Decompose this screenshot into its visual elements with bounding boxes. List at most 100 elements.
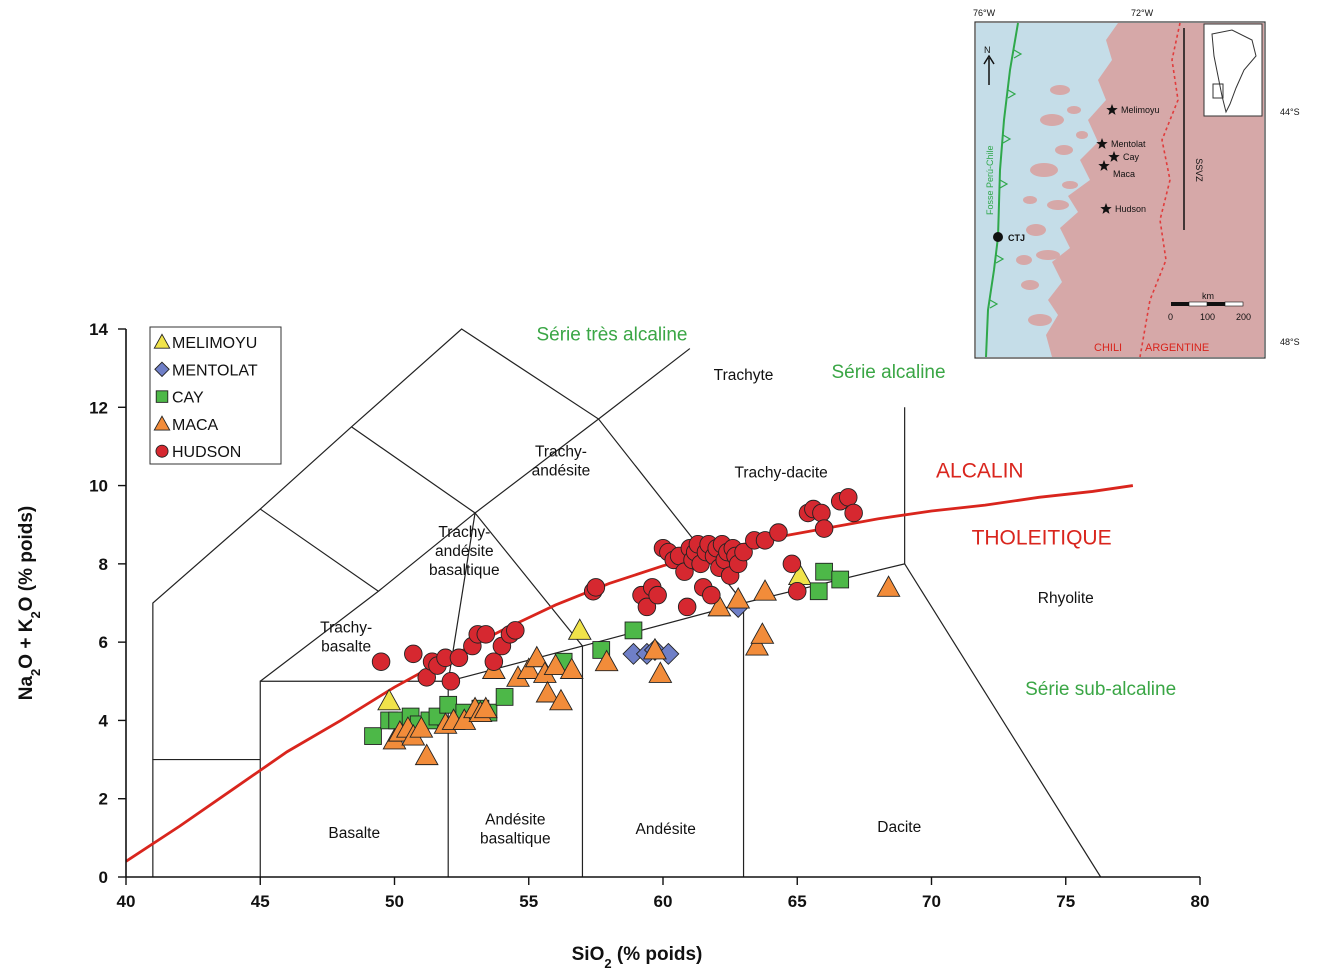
island-7 xyxy=(1021,280,1039,290)
field-label-1: Andésite basaltique xyxy=(480,811,551,847)
inset-map: SSVZ N Fosse Perú-Chile Melimoyu Mentolat… xyxy=(973,8,1300,359)
trench-tooth-1 xyxy=(1007,89,1017,99)
island-13 xyxy=(1016,255,1032,265)
map-frame xyxy=(974,21,1266,359)
rock-field-labels: Basalte Andésite basaltique Andésite Dacite R… xyxy=(320,367,1094,848)
hudson-point-49 xyxy=(769,523,788,542)
y-tick-label-4: 4 xyxy=(99,711,109,730)
hudson-point-11 xyxy=(484,652,504,671)
maca-point-24 xyxy=(707,594,732,617)
scale-bar: km 0 100 200 xyxy=(1168,291,1251,322)
legend-label-melimoyu: MELIMOYU xyxy=(172,335,257,352)
legend-marker-hudson xyxy=(155,444,169,458)
y-tick-label-0: 0 xyxy=(99,868,108,887)
melimoyu-point-1 xyxy=(567,618,592,640)
cay-point-0 xyxy=(364,727,382,745)
south-america-outline xyxy=(1211,29,1257,114)
series-label-1: Série alcaline xyxy=(832,362,946,383)
tas-boundary-8 xyxy=(598,348,691,420)
field-label-4: Rhyolite xyxy=(1038,590,1094,607)
hudson-point-51 xyxy=(788,582,807,601)
field-label-9: Trachyte xyxy=(714,367,774,384)
volcano-markers: Melimoyu Mentolat Cay Maca Hudson xyxy=(1096,104,1160,214)
y-tick-label-2: 2 xyxy=(99,790,108,809)
cay-point-11 xyxy=(495,688,514,706)
y-tick-label-6: 6 xyxy=(99,633,108,652)
legend-marker-melimoyu xyxy=(153,333,171,349)
legend: MELIMOYU MENTOLAT CAY MACA HUDSON xyxy=(149,326,282,465)
x-tick-label-50: 50 xyxy=(385,892,404,911)
volcano-star-melimoyu xyxy=(1106,104,1118,115)
hudson-point-16 xyxy=(586,578,606,597)
island-3 xyxy=(1030,163,1058,177)
field-label-7: Trachy-andésite xyxy=(532,444,591,480)
volcano-label-maca: Maca xyxy=(1113,169,1135,179)
maca-point-5 xyxy=(414,743,439,766)
hudson-point-18 xyxy=(637,597,657,617)
data-points xyxy=(364,488,901,766)
maca-point-20 xyxy=(559,657,584,679)
cay-point-14 xyxy=(624,621,643,640)
volcano-star-mentolat xyxy=(1096,138,1108,149)
trench-tooth-2 xyxy=(1002,134,1012,144)
volcano-star-cay xyxy=(1108,151,1120,162)
hudson-point-0 xyxy=(371,652,391,671)
maca-point-4 xyxy=(409,716,434,738)
island-1 xyxy=(1040,114,1064,126)
series-label-0: Série très alcaline xyxy=(536,325,687,346)
maca-point-15 xyxy=(524,645,549,668)
scale-tick-200: 200 xyxy=(1236,312,1251,322)
island-6 xyxy=(1036,250,1060,260)
island-12 xyxy=(1023,196,1037,204)
maca-point-8 xyxy=(452,708,477,730)
scale-tick-100: 100 xyxy=(1200,312,1215,322)
series-label-2: Série sub-alcaline xyxy=(1025,679,1176,700)
maca-point-22 xyxy=(642,637,667,660)
island-9 xyxy=(1067,106,1081,114)
divider-label-1: THOLEITIQUE xyxy=(972,526,1112,549)
lon-72: 72°W xyxy=(1131,8,1154,18)
study-area-box xyxy=(1212,83,1224,99)
island-8 xyxy=(1028,314,1052,326)
y-tick-label-12: 12 xyxy=(89,398,108,417)
island-5 xyxy=(1026,224,1046,236)
island-4 xyxy=(1047,200,1069,210)
hudson-point-58 xyxy=(844,503,863,523)
tas-boundary-9 xyxy=(904,563,1102,878)
maca-point-11 xyxy=(473,696,498,719)
hudson-point-20 xyxy=(648,585,667,605)
lat-48: 48°S xyxy=(1280,337,1300,347)
hudson-point-57 xyxy=(839,488,858,507)
hudson-point-6 xyxy=(441,672,461,691)
y-tick-label-14: 14 xyxy=(89,320,108,339)
volcano-label-melimoyu: Melimoyu xyxy=(1121,105,1160,115)
legend-box xyxy=(149,326,282,465)
maca-point-21 xyxy=(594,649,619,672)
lat-44: 44°S xyxy=(1280,107,1300,117)
maca-point-23 xyxy=(648,661,673,683)
tas-field-boundaries xyxy=(152,328,1102,878)
y-axis-title: Na2O + K2O (% poids) xyxy=(16,506,43,700)
hudson-point-7 xyxy=(449,648,469,668)
scale-tick-0: 0 xyxy=(1168,312,1173,322)
trench-tooth-4 xyxy=(995,254,1005,264)
x-tick-label-70: 70 xyxy=(922,892,941,911)
x-tick-label-80: 80 xyxy=(1191,892,1210,911)
axes: 40 45 50 55 60 65 70 75 80 0 2 4 6 8 10 12 14 SiO2 (% p… xyxy=(16,320,1209,970)
y-tick-label-8: 8 xyxy=(99,555,108,574)
cay-point-17 xyxy=(831,570,850,589)
maca-point-27 xyxy=(750,622,775,644)
ctj-label: CTJ xyxy=(1008,233,1025,243)
field-label-6: Trachy-andésite basaltique xyxy=(429,524,500,579)
legend-label-mentolat: MENTOLAT xyxy=(172,362,258,379)
maca-point-29 xyxy=(876,575,901,597)
tas-boundary-2 xyxy=(259,680,449,877)
divider-labels: ALCALIN THOLEITIQUE xyxy=(936,460,1112,550)
series-hudson xyxy=(371,488,863,691)
x-tick-label-75: 75 xyxy=(1056,892,1075,911)
country-argentine: ARGENTINE xyxy=(1145,342,1209,354)
country-chile: CHILI xyxy=(1094,342,1122,354)
trench-line xyxy=(985,22,1019,358)
ssvz-label: SSVZ xyxy=(1194,158,1204,182)
volcano-label-mentolat: Mentolat xyxy=(1111,139,1146,149)
